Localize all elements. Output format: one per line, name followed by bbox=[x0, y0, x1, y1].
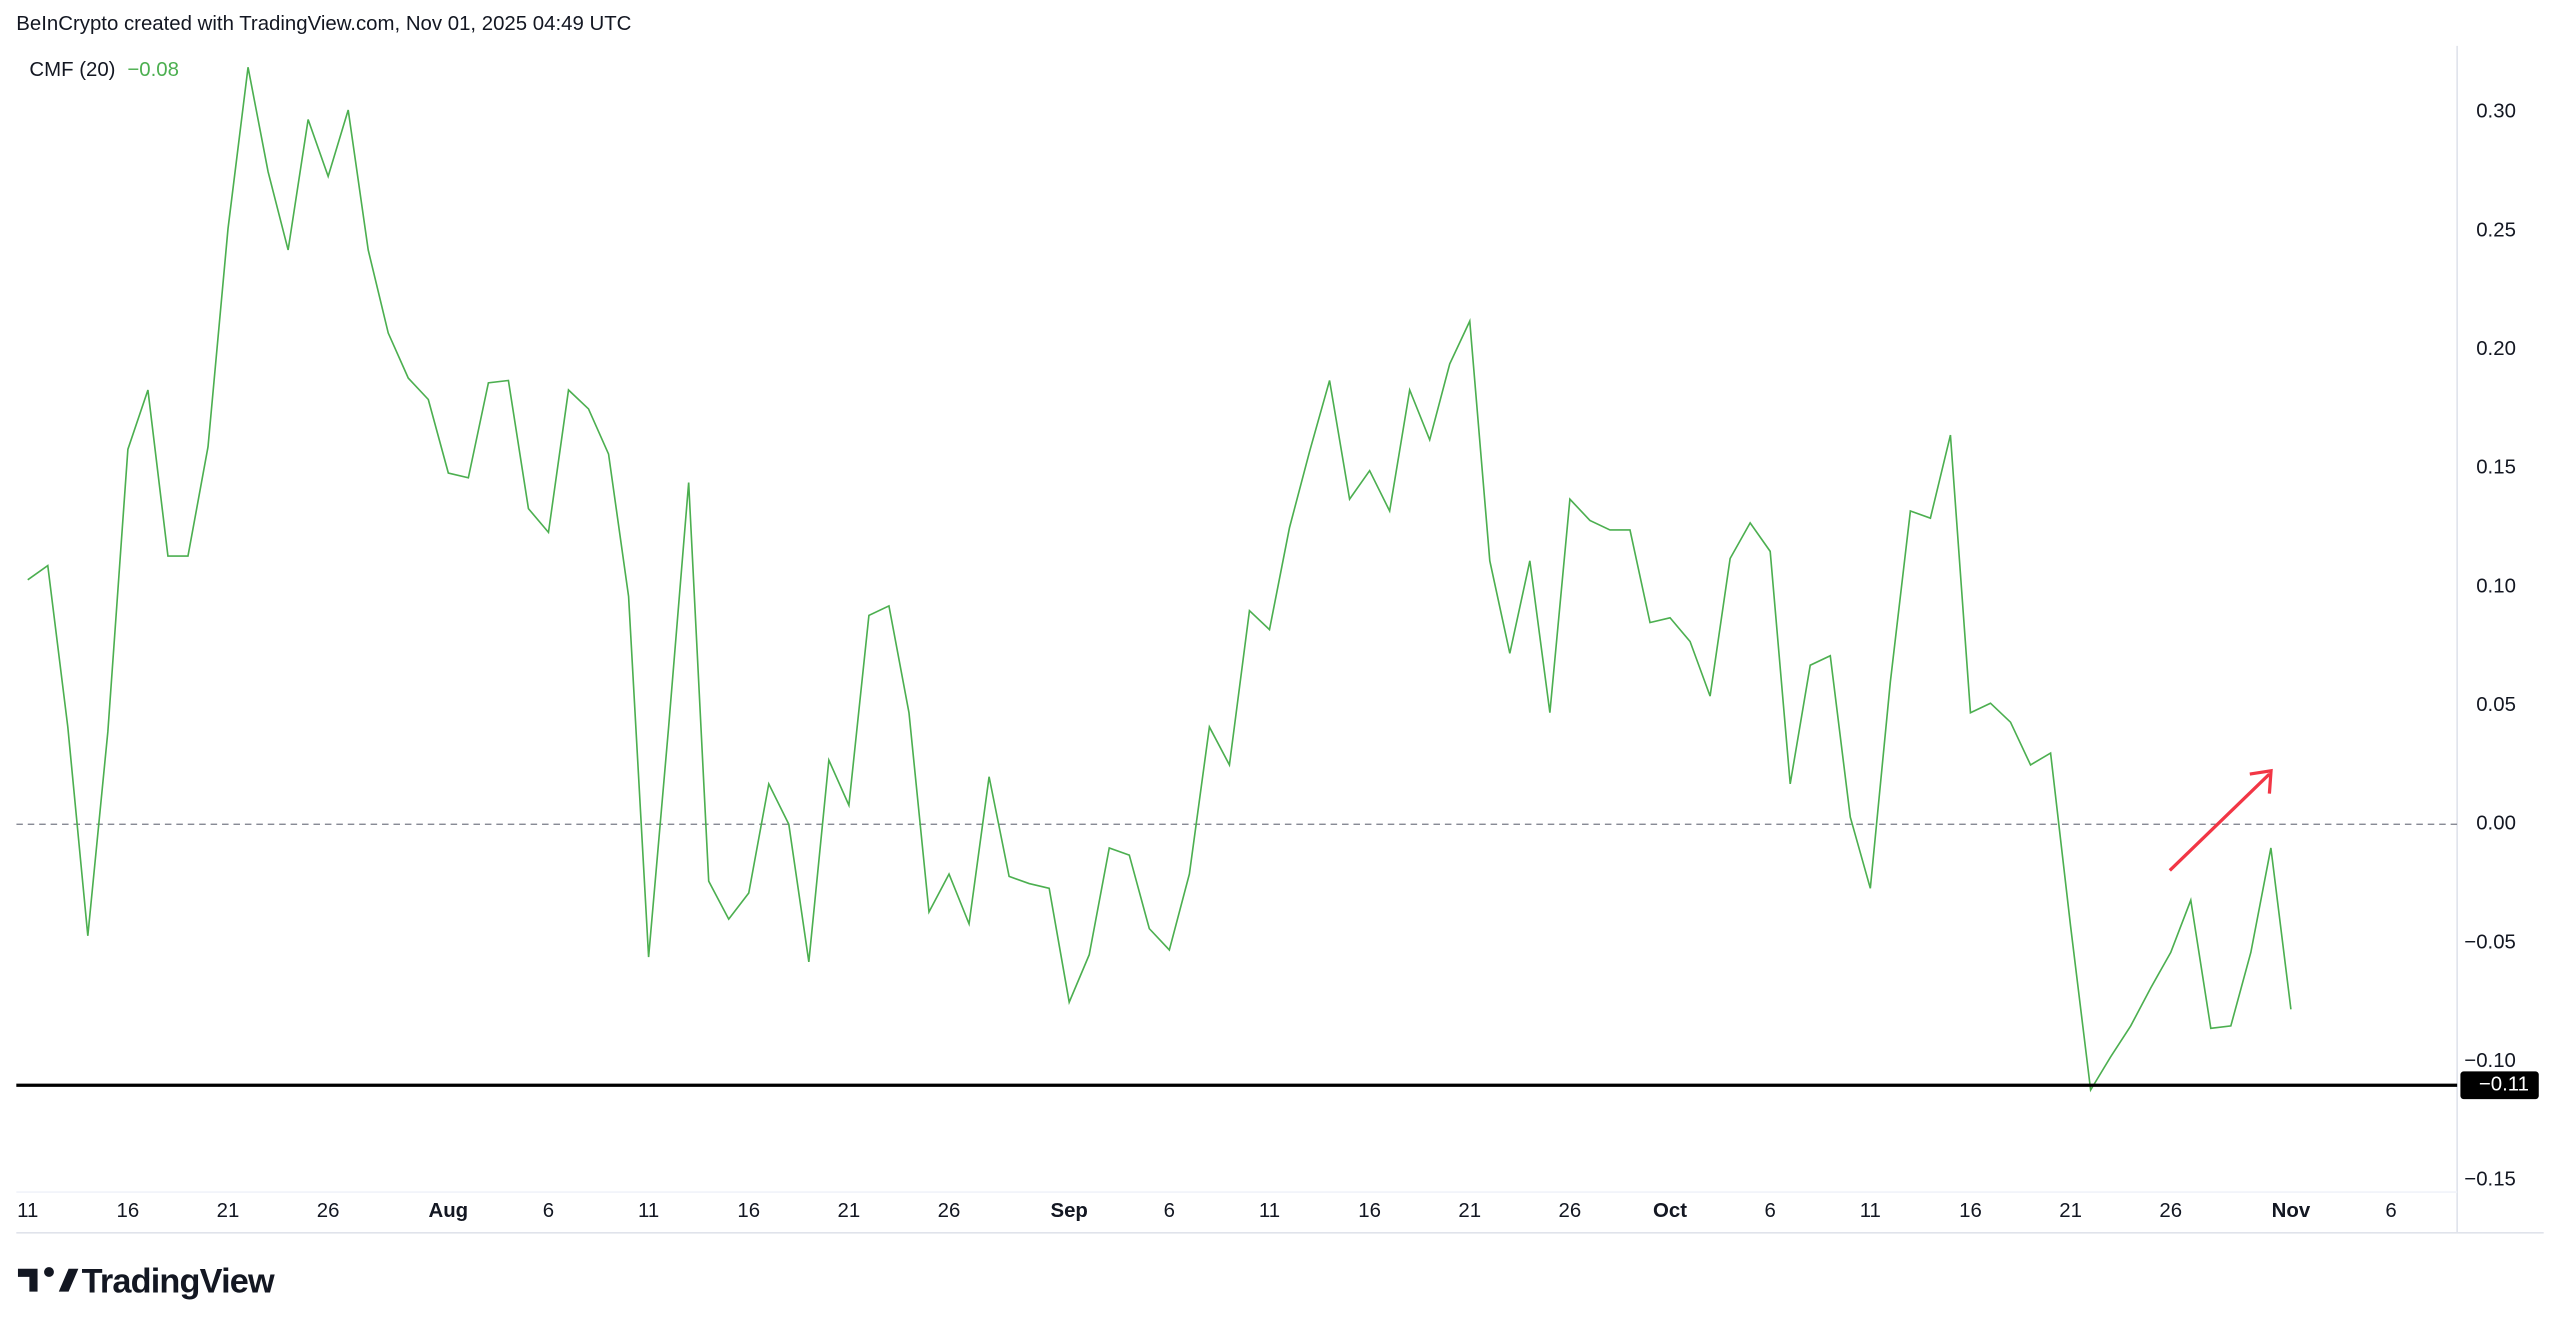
y-tick-label: 0.25 bbox=[2476, 219, 2516, 241]
x-tick-label: Oct bbox=[1653, 1200, 1687, 1222]
axes: 0.30 0.25 0.20 0.15 0.10 0.05 0.00 −0.05 −0.10 −0… bbox=[17, 101, 2516, 1222]
x-tick-label: 6 bbox=[1765, 1200, 1776, 1222]
x-tick-label: 11 bbox=[17, 1200, 38, 1222]
x-tick-label: 16 bbox=[117, 1200, 140, 1222]
cmf-line bbox=[27, 67, 2292, 1093]
x-tick-label: 26 bbox=[1559, 1200, 1582, 1222]
x-tick-label: Aug bbox=[429, 1200, 469, 1222]
x-tick-label: 11 bbox=[1259, 1200, 1280, 1222]
x-tick-label: 6 bbox=[2385, 1200, 2396, 1222]
plot bbox=[16, 67, 2458, 1093]
y-tick-label: 0.30 bbox=[2476, 101, 2516, 123]
x-tick-label: 16 bbox=[1959, 1200, 1982, 1222]
y-tick-label: 0.15 bbox=[2476, 457, 2516, 479]
x-tick-label: 6 bbox=[1164, 1200, 1175, 1222]
x-tick-label: 11 bbox=[1860, 1200, 1881, 1222]
y-tick-label: −0.15 bbox=[2464, 1169, 2516, 1191]
price-label-box bbox=[2460, 1071, 2539, 1100]
x-tick-label: 26 bbox=[317, 1200, 340, 1222]
x-tick-label: 21 bbox=[838, 1200, 861, 1222]
logo: TradingView bbox=[17, 1263, 276, 1301]
y-tick-label: −0.05 bbox=[2464, 931, 2516, 953]
x-tick-label: Nov bbox=[2272, 1200, 2311, 1222]
x-tick-label: 16 bbox=[737, 1200, 760, 1222]
logo-icon bbox=[17, 1267, 79, 1292]
legend-value: −0.08 bbox=[127, 59, 179, 81]
arrow-annotation bbox=[2168, 768, 2273, 872]
price-label: −0.11 bbox=[2479, 1074, 2529, 1096]
header: BeInCrypto created with TradingView.com,… bbox=[16, 13, 631, 35]
x-tick-label: 26 bbox=[938, 1200, 961, 1222]
x-tick-label: 11 bbox=[638, 1200, 659, 1222]
legend-name: CMF (20) bbox=[29, 59, 115, 81]
x-tick-label: Sep bbox=[1050, 1200, 1087, 1222]
y-tick-label: 0.00 bbox=[2476, 813, 2516, 835]
x-tick-label: 21 bbox=[2059, 1200, 2082, 1222]
logo-text: TradingView bbox=[82, 1263, 275, 1301]
x-tick-label: 21 bbox=[1458, 1200, 1481, 1222]
x-tick-label: 26 bbox=[2159, 1200, 2182, 1222]
y-tick-label: −0.10 bbox=[2464, 1050, 2516, 1072]
y-tick-label: 0.10 bbox=[2476, 575, 2516, 597]
x-tick-label: 6 bbox=[543, 1200, 554, 1222]
x-tick-label: 16 bbox=[1358, 1200, 1381, 1222]
y-tick-label: 0.05 bbox=[2476, 694, 2516, 716]
y-tick-label: 0.20 bbox=[2476, 338, 2516, 360]
x-tick-label: 21 bbox=[217, 1200, 240, 1222]
